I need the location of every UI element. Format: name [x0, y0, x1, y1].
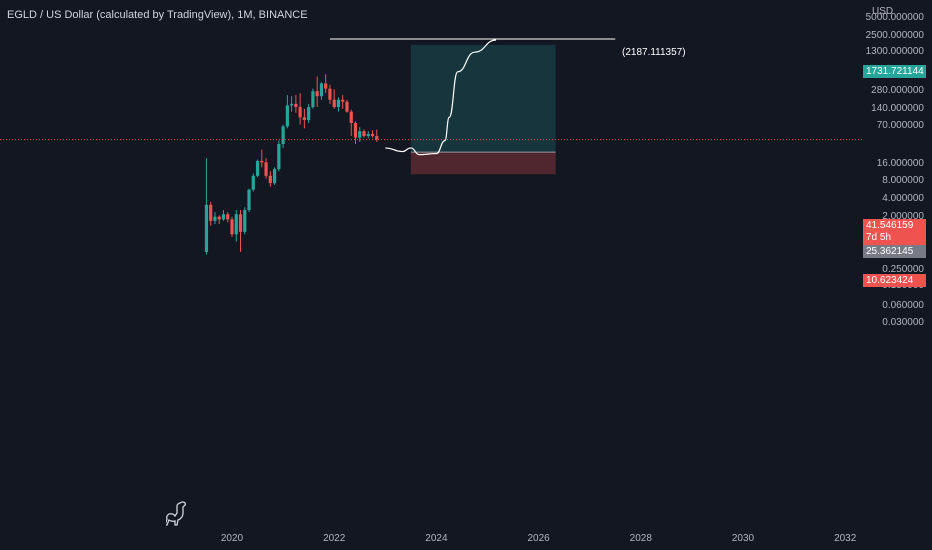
candle-body — [204, 204, 209, 252]
candle-body — [264, 162, 268, 176]
last-price-tag: 41.546159 7d 5h — [863, 219, 926, 245]
price-scale-label: 2500.000000 — [865, 29, 924, 41]
time-scale-label: 2020 — [220, 533, 244, 544]
candle-body — [251, 175, 255, 190]
price-scale-label: 280.000000 — [871, 85, 924, 97]
candle-body — [366, 133, 370, 136]
candle-body — [345, 101, 349, 112]
price-scale-label: 0.030000 — [882, 317, 924, 329]
symbol-title[interactable]: EGLD / US Dollar (calculated by TradingV… — [7, 9, 308, 21]
candle-body — [362, 131, 366, 136]
candle-body — [328, 88, 332, 100]
candle-body — [260, 160, 264, 163]
price-scale-label: 2.000000 — [882, 210, 924, 222]
candle-body — [311, 91, 315, 108]
stop-price-tag: 10.623424 — [863, 274, 926, 287]
projection-path — [385, 39, 497, 156]
candle-body — [315, 91, 319, 97]
target-line-label: (2187.111357) — [622, 47, 686, 58]
candle-body — [332, 99, 336, 108]
price-scale-label: 0.060000 — [882, 299, 924, 311]
candle-body — [290, 103, 294, 106]
countdown-label: 7d 5h — [866, 232, 892, 243]
candle-body — [294, 103, 298, 108]
loss-zone — [410, 152, 556, 175]
candle-body — [247, 189, 251, 211]
candle-body — [238, 214, 243, 232]
candle-body — [243, 210, 247, 232]
candle-series — [204, 74, 379, 255]
candle-body — [319, 83, 324, 97]
price-scale-label: 16.000000 — [876, 157, 924, 169]
candle-body — [375, 135, 379, 140]
candle-body — [255, 160, 260, 176]
price-scale-label: 0.250000 — [882, 263, 924, 275]
candle-body — [349, 111, 353, 124]
price-scale-label: 1300.000000 — [865, 46, 924, 58]
dinosaur-logo-icon[interactable] — [166, 500, 188, 526]
candle-body — [213, 216, 217, 221]
candle-body — [281, 126, 285, 145]
price-scale-label: 8.000000 — [882, 175, 924, 187]
candle-body — [268, 175, 272, 184]
price-scale-label: 140.000000 — [871, 102, 924, 114]
long-position-tool[interactable] — [410, 44, 556, 175]
candle-body — [285, 105, 289, 127]
candle-body — [234, 214, 238, 235]
candle-body — [277, 144, 281, 170]
candle-body — [358, 131, 362, 138]
time-scale-label: 2032 — [834, 533, 857, 544]
candle-body — [302, 117, 306, 121]
time-scale-label: 2022 — [323, 533, 346, 544]
profit-zone — [410, 44, 556, 153]
candle-body — [230, 219, 234, 235]
candle-body — [370, 133, 375, 136]
candle-body — [307, 107, 311, 121]
currency-label: USD — [872, 6, 894, 17]
candle-body — [336, 99, 341, 108]
candle-body — [324, 83, 328, 89]
drawings-layer — [0, 38, 862, 156]
candle-body — [221, 214, 226, 220]
target-price-tag: 1731.721144 — [863, 65, 926, 78]
last-price-value: 41.546159 — [866, 220, 914, 231]
price-scale-label: 70.000000 — [876, 120, 924, 132]
candle-body — [272, 169, 277, 184]
candle-body — [226, 214, 230, 220]
time-scale-label: 2026 — [527, 533, 550, 544]
candle-body — [209, 204, 213, 221]
time-scale-label: 2030 — [731, 533, 755, 544]
time-scale-label: 2028 — [629, 533, 652, 544]
entry-price-tag: 25.362145 — [863, 245, 926, 258]
candle-body — [217, 216, 221, 220]
candle-body — [353, 123, 358, 138]
candle-body — [341, 99, 345, 102]
time-scale-label: 2024 — [425, 533, 448, 544]
candle-body — [298, 107, 302, 118]
price-scale-label: 5000.000000 — [865, 11, 924, 23]
price-scale-label: 4.000000 — [882, 193, 924, 205]
